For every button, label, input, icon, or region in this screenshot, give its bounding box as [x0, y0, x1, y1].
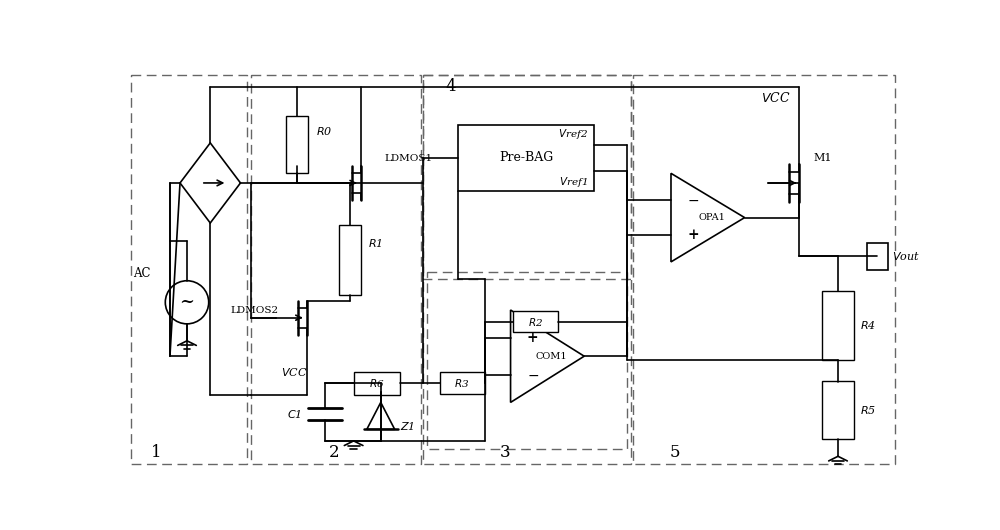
Text: $V$CC: $V$CC: [761, 91, 791, 105]
Bar: [131, 75, 247, 464]
Text: $V$ref1: $V$ref1: [559, 175, 588, 189]
Text: M1: M1: [813, 153, 832, 163]
Bar: [458, 125, 594, 191]
Text: 5: 5: [670, 444, 680, 461]
Bar: [822, 291, 854, 360]
Text: $R$1: $R$1: [368, 237, 383, 249]
Bar: [423, 75, 631, 464]
Text: LDMOS2: LDMOS2: [230, 306, 279, 315]
Text: +: +: [527, 331, 538, 345]
Bar: [354, 372, 400, 395]
Bar: [423, 75, 631, 279]
Text: $Z$1: $Z$1: [400, 420, 415, 431]
Text: OPA1: OPA1: [698, 213, 725, 222]
Text: $R$5: $R$5: [860, 404, 876, 416]
Bar: [633, 75, 895, 464]
Text: 4: 4: [445, 78, 456, 95]
Text: +: +: [687, 228, 699, 242]
Text: $R$3: $R$3: [454, 377, 470, 389]
Text: 3: 3: [499, 444, 510, 461]
Text: $V$ref2: $V$ref2: [558, 127, 588, 141]
Text: $V$out: $V$out: [892, 250, 920, 262]
Text: $V$CC: $V$CC: [281, 366, 307, 377]
Circle shape: [165, 281, 209, 324]
Text: $-$: $-$: [527, 368, 539, 382]
Text: $R$0: $R$0: [316, 125, 332, 137]
Text: Pre-BAG: Pre-BAG: [499, 152, 553, 164]
Bar: [440, 373, 485, 394]
Polygon shape: [367, 402, 395, 429]
Bar: [339, 225, 361, 295]
Text: 1: 1: [151, 444, 161, 461]
Polygon shape: [511, 310, 584, 402]
Text: $C$1: $C$1: [287, 408, 302, 420]
Text: $R$2: $R$2: [528, 315, 543, 328]
Text: AC: AC: [133, 267, 151, 279]
Bar: [251, 75, 421, 464]
Bar: [867, 243, 888, 270]
Text: COM1: COM1: [535, 352, 567, 361]
Text: $-$: $-$: [687, 193, 699, 207]
Text: ~: ~: [180, 293, 194, 311]
Text: $R$4: $R$4: [860, 320, 876, 331]
Bar: [822, 381, 854, 439]
Bar: [286, 116, 308, 173]
Polygon shape: [671, 173, 745, 262]
Text: LDMOS1: LDMOS1: [385, 154, 433, 163]
Text: 2: 2: [329, 444, 340, 461]
Bar: [513, 311, 558, 332]
Bar: [427, 271, 627, 448]
Text: $R$6: $R$6: [369, 377, 385, 389]
